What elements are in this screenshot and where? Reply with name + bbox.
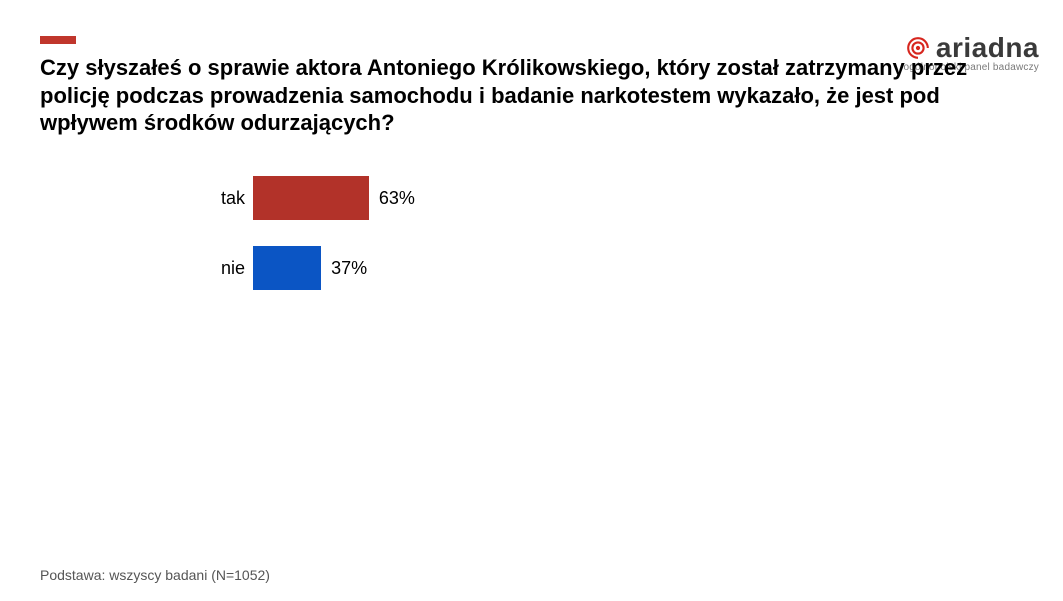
bar-wrap: 37% <box>253 246 367 290</box>
bar <box>253 176 369 220</box>
bar-label: nie <box>40 258 253 279</box>
bar-chart: tak 63% nie 37% <box>40 176 940 316</box>
bar-value-label: 63% <box>379 188 415 209</box>
bar-label: tak <box>40 188 253 209</box>
bar-wrap: 63% <box>253 176 415 220</box>
accent-bar <box>40 36 76 44</box>
bar-value-label: 37% <box>331 258 367 279</box>
chart-title: Czy słyszałeś o sprawie aktora Antoniego… <box>40 54 1020 137</box>
bar-row: nie 37% <box>40 246 940 290</box>
footer-note: Podstawa: wszyscy badani (N=1052) <box>40 567 270 583</box>
bar <box>253 246 321 290</box>
bar-row: tak 63% <box>40 176 940 220</box>
